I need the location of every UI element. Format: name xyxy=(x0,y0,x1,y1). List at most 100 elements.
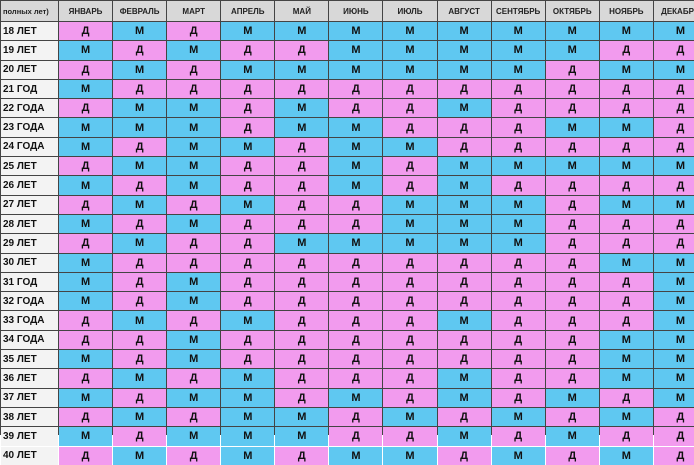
gender-cell: Д xyxy=(383,176,437,195)
gender-cell: Д xyxy=(329,292,383,311)
gender-cell: М xyxy=(599,22,653,41)
gender-cell: М xyxy=(329,22,383,41)
gender-cell: Д xyxy=(329,311,383,330)
gender-cell: Д xyxy=(491,99,545,118)
gender-cell: Д xyxy=(491,79,545,99)
gender-cell: Д xyxy=(221,330,275,350)
gender-cell: Д xyxy=(383,118,437,137)
gender-cell: Д xyxy=(167,79,221,99)
gender-cell: М xyxy=(113,234,167,253)
gender-cell: М xyxy=(113,407,167,427)
month-header: МАЙ xyxy=(275,1,329,21)
gender-cell: М xyxy=(59,176,113,195)
gender-cell: М xyxy=(653,350,694,369)
gender-cell: М xyxy=(437,60,491,79)
gender-cell: Д xyxy=(329,369,383,388)
corner-header: полных лет) xyxy=(1,1,58,21)
gender-cell: Д xyxy=(221,176,275,195)
gender-cell: М xyxy=(167,292,221,311)
gender-cell: Д xyxy=(491,292,545,311)
gender-cell: М xyxy=(437,234,491,253)
gender-cell: Д xyxy=(221,350,275,369)
gender-cell: М xyxy=(653,157,694,176)
gender-cell: Д xyxy=(329,214,383,234)
gender-cell: Д xyxy=(275,388,329,407)
gender-cell: Д xyxy=(545,195,599,214)
gender-cell: М xyxy=(221,22,275,41)
gender-cell: М xyxy=(383,234,437,253)
gender-cell: Д xyxy=(491,369,545,388)
gender-cell: Д xyxy=(221,292,275,311)
gender-cell: Д xyxy=(329,253,383,272)
gender-cell: М xyxy=(59,292,113,311)
gender-cell: Д xyxy=(329,427,383,446)
gender-cell: Д xyxy=(275,79,329,99)
gender-cell: Д xyxy=(275,137,329,157)
gender-cell: Д xyxy=(383,427,437,446)
gender-cell: Д xyxy=(599,41,653,60)
gender-cell: Д xyxy=(275,272,329,292)
gender-cell: Д xyxy=(275,157,329,176)
gender-cell: М xyxy=(545,41,599,60)
gender-cell: Д xyxy=(275,253,329,272)
gender-cell: М xyxy=(167,388,221,407)
gender-cell: Д xyxy=(329,350,383,369)
gender-cell: Д xyxy=(113,292,167,311)
gender-cell: Д xyxy=(59,311,113,330)
gender-cell: Д xyxy=(167,369,221,388)
gender-cell: Д xyxy=(59,195,113,214)
gender-cell: Д xyxy=(491,176,545,195)
gender-cell: М xyxy=(491,157,545,176)
month-header: ОКТЯБРЬ xyxy=(545,1,599,21)
gender-cell: Д xyxy=(599,292,653,311)
gender-cell: М xyxy=(59,118,113,137)
gender-cell: Д xyxy=(437,79,491,99)
gender-cell: Д xyxy=(167,60,221,79)
gender-cell: М xyxy=(599,369,653,388)
gender-cell: Д xyxy=(545,292,599,311)
gender-cell: М xyxy=(167,99,221,118)
gender-cell: М xyxy=(59,41,113,60)
month-header: ИЮЛЬ xyxy=(383,1,437,21)
gender-cell: Д xyxy=(275,369,329,388)
gender-cell: Д xyxy=(545,350,599,369)
gender-cell: Д xyxy=(545,137,599,157)
gender-cell: Д xyxy=(653,137,694,157)
gender-cell: Д xyxy=(383,311,437,330)
gender-cell: Д xyxy=(59,369,113,388)
gender-cell: М xyxy=(113,22,167,41)
gender-cell: Д xyxy=(329,272,383,292)
gender-cell: Д xyxy=(59,60,113,79)
gender-cell: Д xyxy=(599,427,653,446)
gender-cell: Д xyxy=(599,272,653,292)
gender-cell: М xyxy=(491,41,545,60)
gender-cell: М xyxy=(437,388,491,407)
age-label: 22 ГОДА xyxy=(1,99,58,118)
gender-cell: Д xyxy=(113,41,167,60)
month-header: АВГУСТ xyxy=(437,1,491,21)
age-label: 24 ГОДА xyxy=(1,137,58,157)
gender-cell: Д xyxy=(59,446,113,465)
gender-cell: Д xyxy=(491,253,545,272)
month-header: ДЕКАБРЬ xyxy=(653,1,694,21)
gender-cell: М xyxy=(599,60,653,79)
age-label: 36 ЛЕТ xyxy=(1,369,58,388)
gender-cell: М xyxy=(167,214,221,234)
gender-cell: М xyxy=(113,195,167,214)
gender-cell: М xyxy=(113,99,167,118)
age-label: 35 ЛЕТ xyxy=(1,350,58,369)
gender-cell: Д xyxy=(653,407,694,427)
gender-cell: М xyxy=(437,195,491,214)
gender-cell: Д xyxy=(329,79,383,99)
gender-cell: Д xyxy=(221,79,275,99)
gender-cell: Д xyxy=(545,369,599,388)
gender-cell: М xyxy=(167,157,221,176)
gender-cell: М xyxy=(221,427,275,446)
gender-cell: Д xyxy=(59,330,113,350)
gender-cell: М xyxy=(383,22,437,41)
gender-cell: Д xyxy=(437,446,491,465)
gender-cell: М xyxy=(329,388,383,407)
gender-cell: Д xyxy=(275,350,329,369)
gender-cell: Д xyxy=(545,407,599,427)
